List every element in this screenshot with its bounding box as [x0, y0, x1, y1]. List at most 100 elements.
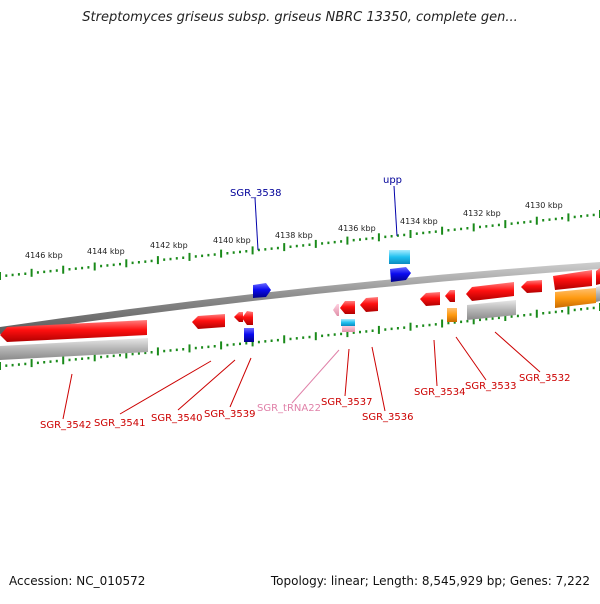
gene-feature-upp[interactable]	[390, 267, 411, 282]
scale-tick	[441, 226, 444, 235]
scale-tick	[87, 266, 90, 269]
gene-feature-sgr-3539-b[interactable]	[242, 311, 253, 325]
rrna-feature-sgr-3537[interactable]	[341, 319, 355, 326]
gene-feature-sgr-3540[interactable]	[192, 314, 225, 329]
scale-tick	[81, 357, 84, 360]
track-feature-grey-left[interactable]	[0, 338, 148, 360]
scale-tick	[321, 242, 324, 245]
scale-tick	[119, 262, 121, 266]
trna-feature-sgr-trna22[interactable]	[333, 304, 339, 316]
scale-tick	[74, 358, 77, 361]
scale-tick	[466, 319, 469, 323]
scale-tick	[36, 271, 39, 274]
gene-label-sgr-3534[interactable]: SGR_3534	[414, 387, 466, 398]
scale-tick	[586, 307, 589, 310]
gene-feature-sgr-3537-pink[interactable]	[342, 326, 355, 332]
scale-tick	[169, 257, 172, 261]
scale-tick	[194, 346, 197, 350]
scale-tick	[453, 321, 456, 324]
gene-feature-blue-small[interactable]	[244, 328, 254, 342]
scale-tick	[580, 215, 583, 218]
scale-tick	[321, 334, 324, 338]
scale-tick	[504, 220, 507, 229]
gene-label-sgr-3542[interactable]: SGR_3542	[40, 420, 92, 431]
scale-tick	[554, 310, 557, 314]
lower-gene-labels: SGR_3542 SGR_3541 SGR_3540 SGR_3539 SGR_…	[40, 373, 571, 431]
scale-ticks	[0, 210, 600, 370]
scale-tick	[239, 342, 241, 346]
scale-tick	[163, 258, 166, 261]
gene-feature-sgr-3538[interactable]	[253, 283, 271, 298]
genome-title: Streptomyces griseus subsp. griseus NBRC…	[82, 10, 518, 25]
gene-label-sgr-3533[interactable]: SGR_3533	[465, 381, 517, 392]
scale-tick	[251, 338, 254, 347]
gene-label-sgr-3541[interactable]: SGR_3541	[94, 418, 146, 429]
scale-tick	[239, 250, 241, 254]
scale-tick	[453, 228, 456, 231]
scale-tick	[283, 335, 286, 344]
scale-tick	[270, 247, 273, 250]
gene-feature-sgr-3533[interactable]	[466, 282, 514, 301]
gene-label-sgr-3539[interactable]: SGR_3539	[204, 409, 256, 420]
track-feature-orange-small[interactable]	[447, 308, 457, 322]
scale-tick	[359, 238, 361, 241]
scale-tick	[5, 274, 8, 277]
gene-feature-sgr-3539-a[interactable]	[234, 312, 243, 322]
scale-tick	[30, 268, 33, 277]
scale-tick	[441, 319, 444, 328]
scale-tick	[24, 272, 27, 275]
scale-tick	[472, 223, 475, 232]
gene-label-upp[interactable]: upp	[383, 175, 402, 186]
scale-tick	[542, 219, 545, 222]
scale-tick	[365, 237, 368, 241]
scale-tick	[497, 223, 500, 227]
scale-label: 4130 kbp	[525, 201, 563, 210]
gene-label-sgr-3538[interactable]: SGR_3538	[230, 188, 282, 199]
scale-tick	[55, 359, 58, 363]
scale-tick	[567, 213, 570, 222]
gene-feature-right-edge[interactable]	[596, 268, 600, 285]
gene-label-sgr-3536[interactable]: SGR_3536	[362, 412, 414, 423]
scale-tick	[188, 344, 191, 353]
scale-tick	[11, 273, 14, 277]
scale-tick	[542, 312, 545, 315]
scale-tick	[314, 332, 317, 341]
gene-feature-sgr-3532[interactable]	[553, 270, 592, 290]
gene-feature-sgr-3537[interactable]	[340, 301, 355, 314]
gene-label-sgr-trna22[interactable]: SGR_tRNA22	[257, 403, 321, 414]
scale-tick	[232, 343, 235, 346]
scale-tick	[371, 237, 374, 240]
scale-tick	[485, 225, 488, 228]
gene-feature-sgr-3534-b[interactable]	[445, 290, 455, 302]
rrna-feature-upp[interactable]	[389, 250, 410, 264]
scale-tick	[396, 234, 399, 237]
scale-tick	[352, 238, 355, 242]
scale-tick	[245, 250, 248, 253]
scale-tick	[131, 352, 134, 356]
scale-tick	[68, 268, 71, 271]
chromosome-backbone	[0, 262, 600, 334]
gene-feature-sgr-3542[interactable]	[0, 320, 147, 342]
scale-tick	[403, 233, 406, 237]
track-feature-grey-right[interactable]	[467, 300, 516, 320]
scale-label: 4132 kbp	[463, 209, 501, 218]
scale-tick	[93, 353, 96, 362]
gene-feature-sgr-3534[interactable]	[420, 292, 440, 306]
scale-tick	[201, 346, 204, 349]
scale-tick	[479, 318, 481, 322]
gene-label-sgr-3532[interactable]: SGR_3532	[519, 373, 571, 384]
scale-tick	[283, 243, 286, 252]
gene-feature-sgr-3532-b[interactable]	[521, 280, 542, 293]
scale-tick	[428, 231, 431, 234]
gene-label-sgr-3540[interactable]: SGR_3540	[151, 413, 203, 424]
track-feature-orange-right[interactable]	[555, 288, 596, 308]
scale-tick	[36, 361, 39, 365]
gene-feature-sgr-3536[interactable]	[360, 297, 378, 312]
scale-label: 4138 kbp	[275, 231, 313, 240]
scale-tick	[74, 267, 77, 270]
gene-label-sgr-3537[interactable]: SGR_3537	[321, 397, 373, 408]
scale-tick	[11, 363, 14, 367]
track-feature-grey-edge[interactable]	[596, 286, 600, 302]
